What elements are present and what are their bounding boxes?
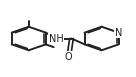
Text: N: N (115, 28, 122, 38)
Text: O: O (65, 52, 72, 62)
Text: NH: NH (49, 33, 64, 44)
